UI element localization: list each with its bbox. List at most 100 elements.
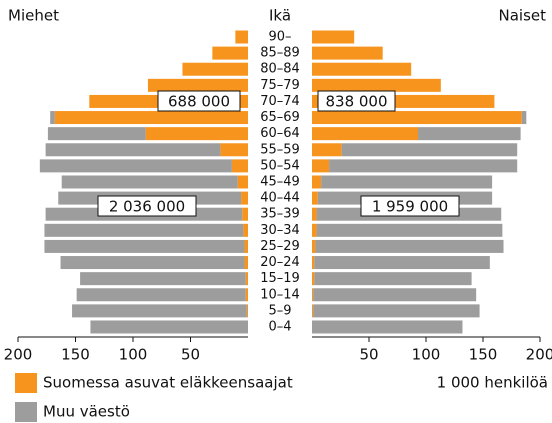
age-label: 15–19 (260, 271, 300, 286)
bar (312, 46, 383, 60)
annotation-box (360, 195, 460, 217)
bar (312, 304, 314, 318)
age-label: 80–84 (260, 62, 300, 77)
annotation-box (317, 90, 396, 112)
bar (312, 256, 315, 270)
x-tick-label: 200 (4, 346, 33, 364)
age-label: 45–49 (260, 174, 300, 189)
legend-label: Suomessa asuvat eläkkeensaajat (43, 374, 293, 392)
bar (313, 304, 480, 318)
age-label: 50–54 (260, 158, 300, 173)
age-label: 35–39 (260, 207, 300, 222)
age-label: 60–64 (260, 126, 300, 141)
annotation: 2 036 000 (109, 198, 185, 216)
age-label: 85–89 (260, 46, 300, 61)
bar (246, 304, 248, 318)
bar (147, 78, 248, 92)
bar (235, 30, 248, 44)
bar (44, 223, 244, 237)
age-label: 70–74 (260, 94, 300, 109)
bar (145, 127, 248, 141)
age-label: 5–9 (268, 303, 291, 318)
bar (341, 143, 518, 157)
age-label: 75–79 (260, 78, 300, 93)
bar (61, 175, 238, 189)
bar (312, 191, 318, 205)
x-tick-label: 150 (469, 346, 498, 364)
legend-swatch (15, 373, 37, 393)
bar (244, 239, 248, 253)
unit-label: 1 000 henkilöä (437, 374, 548, 392)
legend-swatch (15, 402, 37, 422)
bar (237, 175, 248, 189)
bar (315, 239, 504, 253)
bar (312, 30, 355, 44)
bar (245, 272, 248, 286)
bar (314, 256, 490, 270)
center-label: Ikä (269, 7, 291, 25)
bar (312, 223, 317, 237)
bar (244, 256, 248, 270)
bar (418, 127, 521, 141)
bar (312, 143, 342, 157)
bar (314, 272, 472, 286)
bar (312, 207, 317, 221)
bar (312, 127, 419, 141)
age-label: 30–34 (260, 223, 300, 238)
bar (321, 175, 493, 189)
x-tick-label: 100 (412, 346, 441, 364)
bar (312, 78, 441, 92)
left-label: Miehet (8, 7, 59, 25)
bar (220, 143, 248, 157)
bar (39, 159, 232, 173)
bar (329, 159, 518, 173)
age-label: 90– (268, 30, 291, 45)
bar (312, 288, 314, 302)
bar (243, 223, 248, 237)
x-tick-label: 150 (61, 346, 90, 364)
bar (313, 288, 477, 302)
bar (50, 111, 55, 125)
x-tick-label: 50 (181, 346, 200, 364)
age-label: 40–44 (260, 191, 300, 206)
age-label: 10–14 (260, 287, 300, 302)
x-tick-label: 100 (119, 346, 148, 364)
age-label: 25–29 (260, 239, 300, 254)
bar (76, 288, 246, 302)
right-label: Naiset (498, 7, 546, 25)
bar (72, 304, 247, 318)
bar (242, 207, 248, 221)
bar (312, 320, 463, 334)
annotation: 688 000 (168, 93, 230, 111)
age-label: 20–24 (260, 255, 300, 270)
bar (80, 272, 246, 286)
annotation: 838 000 (325, 93, 387, 111)
x-tick-label: 50 (359, 346, 378, 364)
annotation-box (157, 90, 241, 112)
bar (312, 239, 316, 253)
bar (212, 46, 248, 60)
bar (245, 288, 248, 302)
bar (312, 111, 522, 125)
bar (312, 62, 412, 76)
bar (60, 256, 245, 270)
bar (312, 272, 315, 286)
bar (316, 223, 503, 237)
age-label: 0–4 (268, 319, 291, 334)
bar (312, 175, 322, 189)
bar (45, 143, 221, 157)
bar (312, 159, 330, 173)
bar (231, 159, 248, 173)
legend-label: Muu väestö (43, 403, 130, 421)
age-label: 55–59 (260, 142, 300, 157)
bar (90, 320, 248, 334)
annotation: 1 959 000 (372, 198, 448, 216)
x-tick-label: 200 (526, 346, 552, 364)
bar (54, 111, 248, 125)
bar (521, 111, 527, 125)
bar (241, 191, 248, 205)
age-label: 65–69 (260, 110, 300, 125)
bar (47, 127, 146, 141)
bar (182, 62, 248, 76)
